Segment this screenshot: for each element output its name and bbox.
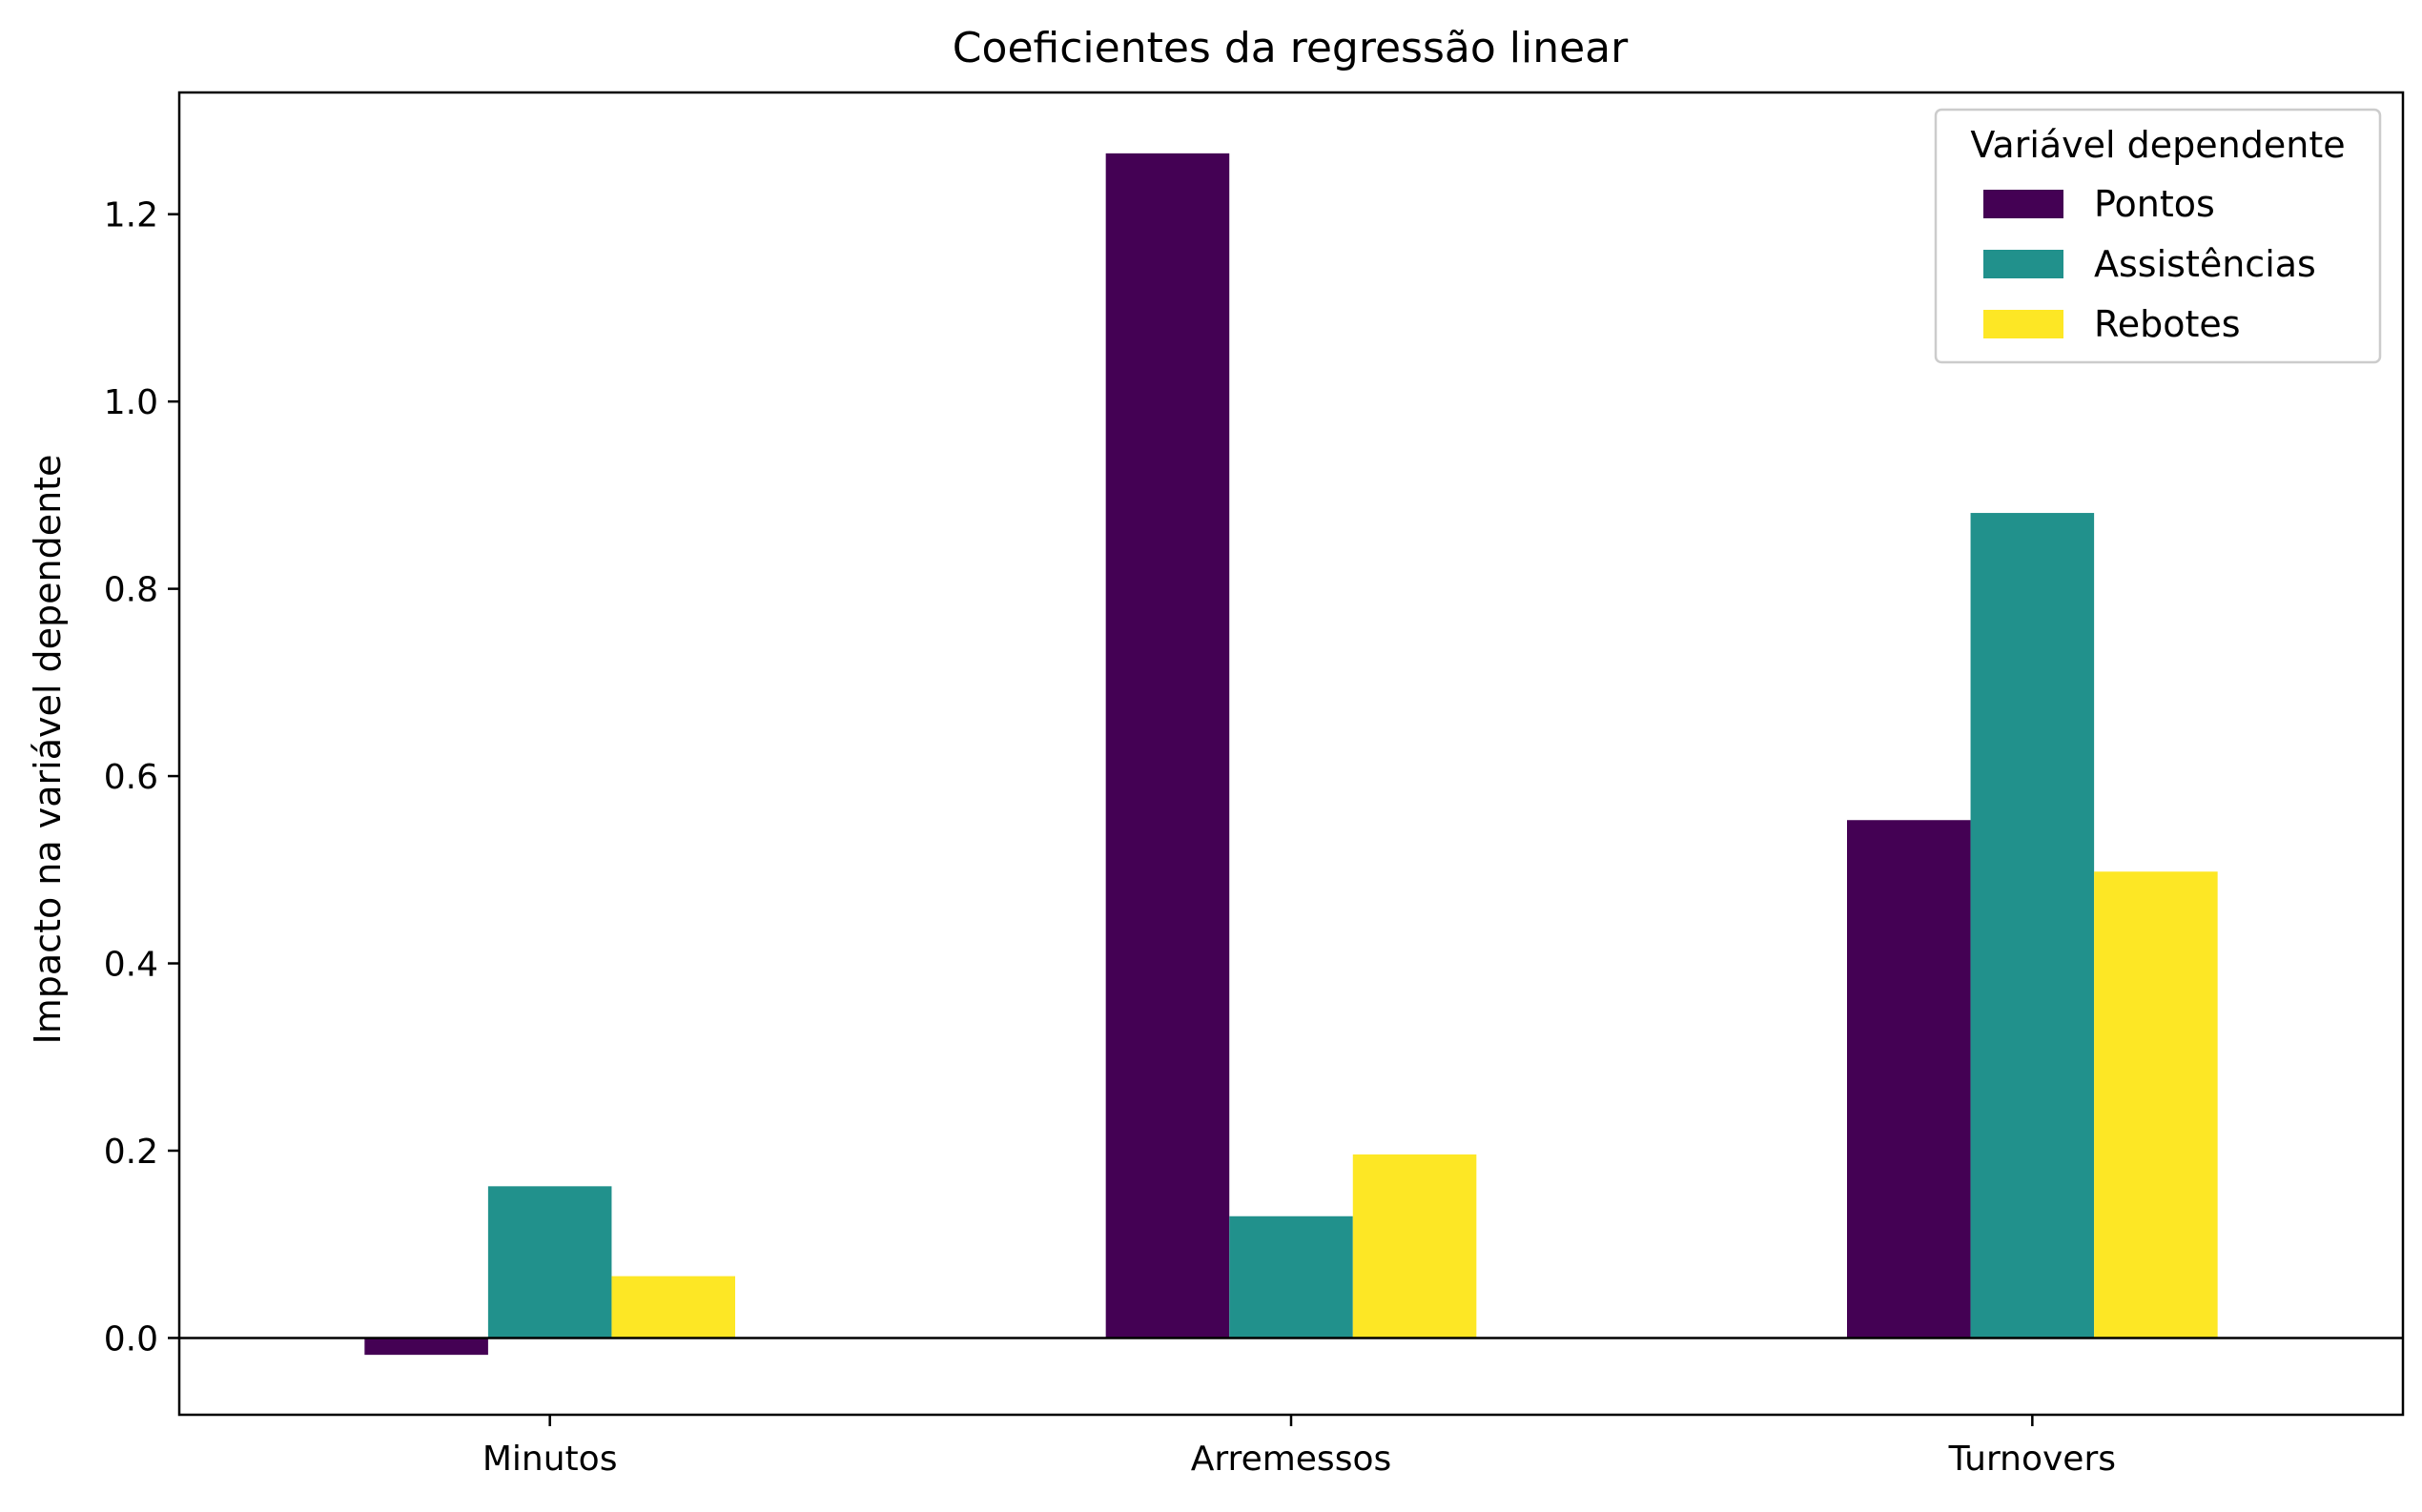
bar-assistências-turnovers (1970, 513, 2095, 1338)
y-tick-label: 0.8 (104, 571, 158, 610)
bar-pontos-turnovers (1847, 820, 1971, 1338)
bar-rebotes-arremessos (1352, 1154, 1477, 1338)
legend-label: Pontos (2094, 183, 2215, 225)
y-axis-label: Impacto na variável dependente (27, 455, 69, 1045)
legend-title: Variável dependente (1970, 124, 2345, 166)
x-tick-label: Arremessos (1191, 1440, 1391, 1479)
chart-title: Coeficientes da regressão linear (953, 24, 1629, 72)
bar-assistências-minutos (487, 1186, 612, 1338)
x-tick-label: Turnovers (1948, 1440, 2116, 1479)
y-tick-label: 0.4 (104, 946, 158, 985)
bar-rebotes-minutos (611, 1276, 735, 1338)
legend-box (1934, 108, 2382, 364)
legend-swatch (1983, 310, 2063, 338)
bar-assistências-arremessos (1229, 1216, 1353, 1338)
legend-swatch (1983, 250, 2063, 278)
y-tick-label: 1.0 (104, 383, 158, 422)
x-tick-label: Minutos (482, 1440, 618, 1479)
legend-label: Rebotes (2094, 303, 2241, 345)
bar-pontos-arremessos (1105, 153, 1230, 1338)
bar-rebotes-turnovers (2094, 871, 2218, 1338)
y-tick-label: 0.6 (104, 758, 158, 797)
y-tick-label: 1.2 (104, 196, 158, 235)
legend: Variável dependente Pontos Assistências Re… (1934, 108, 2382, 364)
legend-swatch (1983, 190, 2063, 218)
bar-pontos-minutos (364, 1338, 488, 1356)
y-tick-label: 0.0 (104, 1319, 158, 1359)
legend-label: Assistências (2094, 243, 2316, 285)
y-tick-label: 0.2 (104, 1133, 158, 1172)
